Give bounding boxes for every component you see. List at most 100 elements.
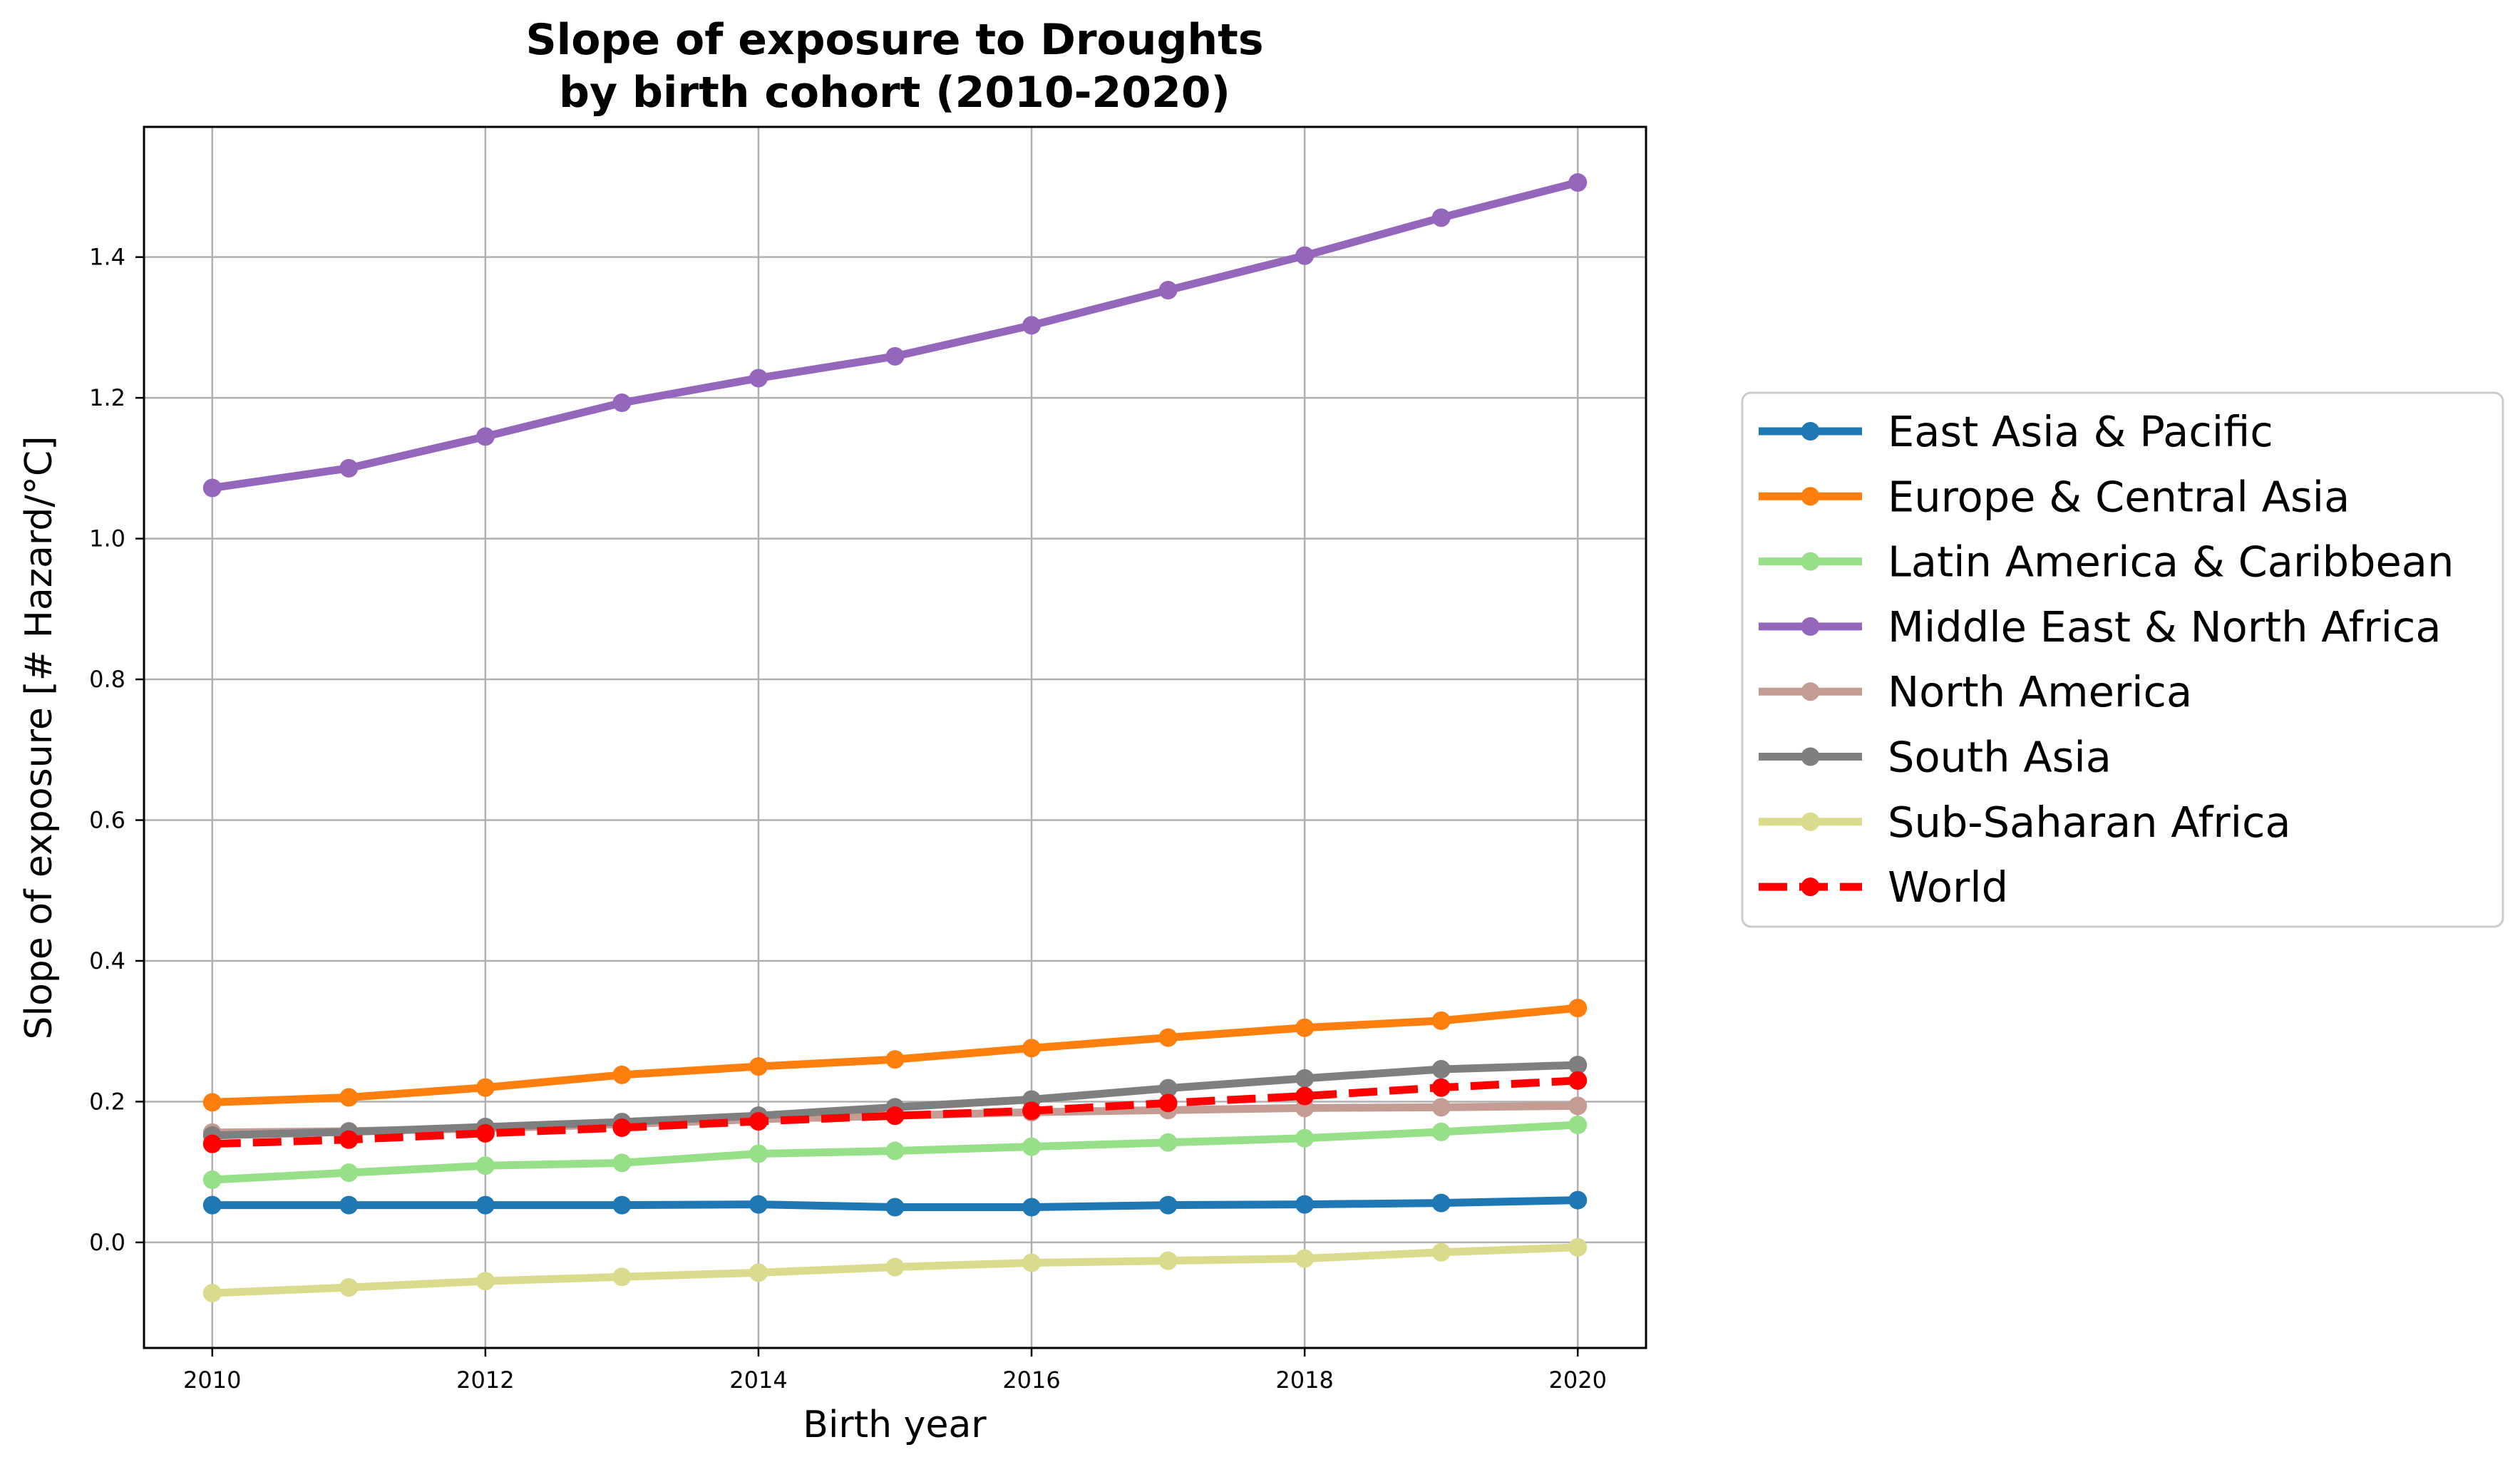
legend-swatch-marker (1801, 877, 1820, 897)
legend-swatch-marker (1801, 487, 1820, 506)
data-point (1022, 1039, 1042, 1058)
data-point (612, 1065, 632, 1084)
data-point (612, 1267, 632, 1287)
series-line (212, 1076, 1578, 1148)
data-point (1295, 246, 1315, 265)
y-tick-label: 0.4 (89, 947, 125, 974)
x-tick-label: 2010 (183, 1366, 241, 1394)
data-point (1295, 1195, 1315, 1214)
data-point (1568, 1071, 1588, 1090)
x-tick-label: 2020 (1549, 1366, 1607, 1394)
data-point (1158, 1195, 1178, 1215)
data-point (1568, 1237, 1588, 1257)
data-point (1158, 281, 1178, 300)
data-point (1568, 1096, 1588, 1116)
data-point (1568, 1190, 1588, 1210)
data-point (1022, 316, 1042, 335)
data-point (1022, 1137, 1042, 1156)
legend-label: World (1888, 863, 2008, 912)
data-point (1431, 1193, 1451, 1213)
x-tick-label: 2016 (1002, 1366, 1060, 1394)
y-axis-label: Slope of exposure [# Hazard/°C] (18, 436, 61, 1039)
data-point (885, 1198, 905, 1217)
data-point (1022, 1101, 1042, 1121)
data-point (1431, 1098, 1451, 1117)
data-point (612, 1153, 632, 1173)
data-point (612, 1195, 632, 1215)
data-point (749, 1263, 768, 1282)
grid (144, 127, 1646, 1348)
data-point (1022, 1253, 1042, 1272)
data-point (1431, 1122, 1451, 1141)
y-tick-label: 1.0 (89, 525, 125, 552)
x-tick-label: 2012 (456, 1366, 514, 1394)
legend-swatch-marker (1801, 747, 1820, 766)
data-point (339, 1088, 359, 1107)
data-point (339, 1130, 359, 1149)
data-point (475, 1272, 495, 1291)
y-tick-label: 1.4 (89, 244, 125, 271)
data-point (612, 393, 632, 413)
data-point (1158, 1251, 1178, 1270)
data-point (475, 1156, 495, 1175)
data-point (1295, 1018, 1315, 1037)
data-point (1431, 1060, 1451, 1079)
data-point (612, 1118, 632, 1137)
y-tick-label: 0.0 (89, 1229, 125, 1256)
data-point (475, 1078, 495, 1097)
data-point (202, 1170, 222, 1190)
data-point (1295, 1069, 1315, 1088)
data-point (339, 458, 359, 478)
legend-swatch-marker (1801, 682, 1820, 701)
data-point (1431, 1078, 1451, 1097)
legend-swatch-marker (1801, 552, 1820, 571)
data-point (339, 1195, 359, 1215)
legend-swatch-marker (1801, 617, 1820, 636)
data-point (1158, 1093, 1178, 1113)
legend: East Asia & Pacific Europe & Central Asia… (1741, 391, 2504, 928)
data-point (475, 1195, 495, 1215)
data-point (749, 1144, 768, 1163)
legend-label: Latin America & Caribbean (1888, 537, 2454, 587)
data-point (1295, 1128, 1315, 1148)
data-point (202, 1093, 222, 1112)
data-point (885, 1257, 905, 1277)
data-point (749, 1112, 768, 1131)
data-point (885, 1106, 905, 1126)
data-point (1431, 1011, 1451, 1030)
data-point (1295, 1086, 1315, 1106)
data-point (1158, 1079, 1178, 1098)
x-tick-label: 2014 (729, 1366, 787, 1394)
data-point (475, 1123, 495, 1143)
data-point (1158, 1133, 1178, 1152)
chart-title-line-1: Slope of exposure to Droughts (525, 15, 1263, 65)
data-point (1568, 999, 1588, 1018)
y-tick-label: 0.8 (89, 666, 125, 693)
data-point (202, 1134, 222, 1153)
data-point (1022, 1198, 1042, 1217)
plot-frame (143, 125, 1647, 1349)
series-lines (202, 173, 1588, 1302)
axis-ticks: 2010 2012 2014 2016 2018 2020 0.0 0.2 0.4 0.6 0.8 1… (89, 244, 1607, 1394)
y-tick-label: 1.2 (89, 384, 125, 411)
data-point (885, 346, 905, 366)
legend-label: Europe & Central Asia (1888, 472, 2350, 521)
data-point (1568, 1116, 1588, 1135)
legend-items: East Asia & Pacific Europe & Central Asia… (1759, 407, 2454, 912)
y-tick-label: 0.6 (89, 807, 125, 834)
data-point (1568, 1056, 1588, 1075)
data-point (1568, 173, 1588, 192)
data-point (749, 1057, 768, 1076)
data-point (1295, 1249, 1315, 1268)
chart-title-line-2: by birth cohort (2010-2020) (559, 68, 1230, 118)
data-point (339, 1163, 359, 1183)
data-point (749, 369, 768, 388)
legend-label: South Asia (1888, 733, 2112, 782)
data-point (339, 1278, 359, 1297)
data-point (202, 478, 222, 498)
legend-swatch-marker (1801, 422, 1820, 441)
legend-label: East Asia & Pacific (1888, 407, 2273, 456)
data-point (885, 1141, 905, 1160)
x-axis-label: Birth year (803, 1404, 987, 1446)
